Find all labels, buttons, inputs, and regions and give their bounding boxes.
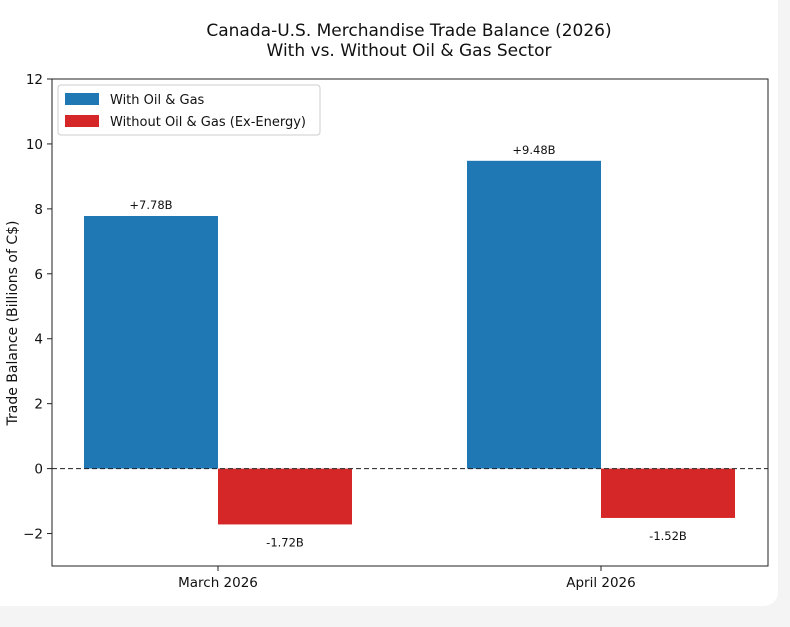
bar-with-oil-gas-1 — [467, 160, 601, 469]
y-tick-label: 6 — [34, 267, 43, 283]
chart-subtitle: With vs. Without Oil & Gas Sector — [267, 41, 552, 61]
data-label: -1.72B — [266, 535, 304, 549]
legend-label: With Oil & Gas — [110, 93, 205, 108]
y-tick-label: 12 — [26, 72, 43, 88]
bar-ex-energy-0 — [218, 468, 352, 525]
y-tick-label: 0 — [34, 462, 43, 478]
y-axis-label: Trade Balance (Billions of C$) — [5, 221, 21, 427]
x-tick-label: April 2026 — [566, 575, 636, 591]
bar-ex-energy-1 — [601, 468, 735, 518]
x-tick-label: March 2026 — [178, 575, 258, 591]
plot-area: +7.78B +9.48B -1.72B -1.52B −2 0 2 4 6 8 10 12 March… — [23, 72, 769, 591]
legend-swatch — [65, 115, 99, 127]
y-tick-label: 8 — [34, 202, 43, 218]
data-label: -1.52B — [649, 529, 687, 543]
legend-label: Without Oil & Gas (Ex-Energy) — [110, 115, 306, 130]
plot-frame — [51, 78, 769, 567]
legend-box — [57, 84, 321, 136]
chart-title: Canada-U.S. Merchandise Trade Balance (2… — [206, 21, 611, 41]
y-tick-label: −2 — [23, 527, 43, 543]
bar-with-oil-gas-0 — [84, 216, 218, 469]
y-tick-label: 4 — [34, 332, 43, 348]
y-tick-label: 10 — [26, 137, 43, 153]
data-label: +9.48B — [512, 143, 555, 157]
y-tick-label: 2 — [34, 397, 43, 413]
legend-swatch — [65, 93, 99, 105]
data-label: +7.78B — [129, 198, 172, 212]
